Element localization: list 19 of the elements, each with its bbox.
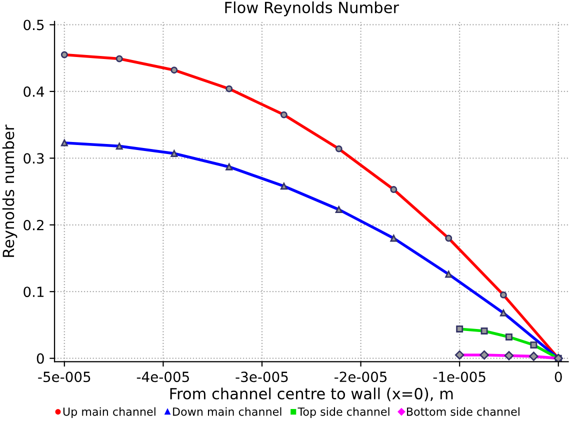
legend-label: Up main channel bbox=[63, 407, 156, 418]
y-tick-label: 0.1 bbox=[24, 286, 44, 298]
x-tick-label: -3e-005 bbox=[236, 372, 288, 382]
x-tick-label: -4e-005 bbox=[136, 372, 189, 382]
y-tick-label: 0.3 bbox=[24, 153, 44, 164]
legend-label: Top side channel bbox=[298, 407, 390, 418]
x-tick-label: -1e-005 bbox=[433, 372, 486, 382]
x-tick-label: -5e-005 bbox=[38, 372, 90, 382]
chart-title: Flow Reynolds Number bbox=[225, 1, 400, 16]
y-tick-label: 0.5 bbox=[24, 20, 44, 30]
y-axis-title: Reynolds number bbox=[2, 124, 18, 257]
y-tick-label: 0.2 bbox=[24, 220, 44, 230]
x-tick-label: 0 bbox=[554, 372, 562, 382]
legend-label: Down main channel bbox=[173, 407, 282, 416]
y-tick-label: 0 bbox=[36, 353, 44, 364]
y-tick-label: 0.4 bbox=[24, 86, 44, 97]
x-axis-title: From channel centre to wall (x=0), m bbox=[170, 388, 453, 402]
legend-label: Bottom side channel bbox=[406, 407, 520, 416]
x-tick-label: -2e-005 bbox=[334, 372, 387, 382]
